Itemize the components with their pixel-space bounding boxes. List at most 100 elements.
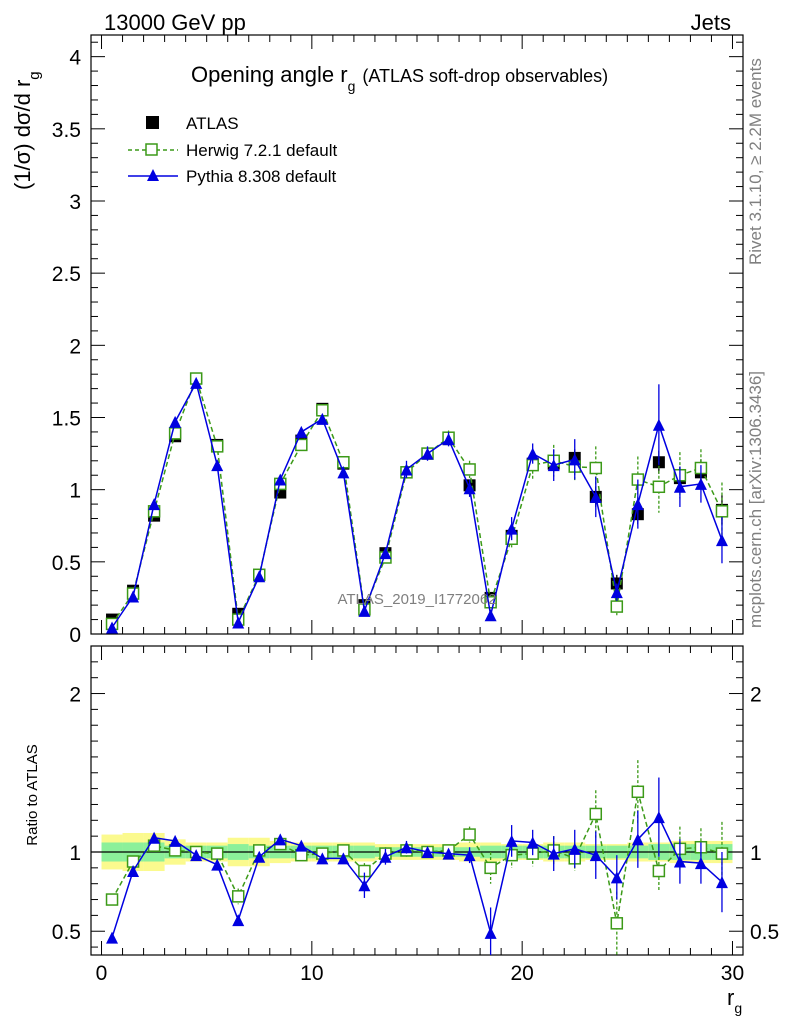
- pythia-point: [400, 463, 413, 476]
- legend-atlas-marker: [146, 116, 159, 129]
- pythia-point: [526, 447, 539, 460]
- herwig-point: [589, 461, 603, 475]
- ratio-herwig-point: [210, 847, 224, 860]
- ratio-pythia-point: [148, 831, 161, 844]
- ratio-pythia-point: [442, 847, 455, 860]
- main-ytick-label: 2: [69, 335, 81, 358]
- pythia-point: [442, 433, 455, 446]
- ratio-ytick-label-right: 0.5: [750, 921, 779, 944]
- ratio-ytick-label-right: 1: [750, 842, 762, 865]
- pythia-line: [111, 380, 723, 628]
- main-ytick-label: 3: [69, 191, 81, 214]
- ratio-panel: 0.5 0.51 12 20 10 20 30: [52, 645, 779, 985]
- plot-title: Opening angle rg (ATLAS soft-drop observa…: [191, 62, 608, 94]
- ratio-herwig-point: [652, 864, 666, 878]
- legend-atlas-label: ATLAS: [186, 114, 239, 133]
- main-ytick-label: 4: [69, 47, 81, 70]
- ratio-ytick-label-right: 2: [750, 684, 762, 707]
- ratio-pythia-point: [631, 833, 644, 846]
- pythia-point: [463, 482, 476, 495]
- pythia-point: [505, 522, 518, 535]
- ratio-pythia-point: [673, 855, 686, 868]
- header-energy: 13000 GeV pp: [104, 10, 246, 35]
- herwig-point: [610, 600, 624, 613]
- ratio-herwig-point: [484, 861, 497, 875]
- ratio-pythia-line: [111, 815, 723, 938]
- pythia-point: [631, 498, 644, 511]
- ratio-pythia-point: [316, 852, 329, 865]
- ratio-pythia-point: [526, 836, 539, 849]
- legend-pythia-label: Pythia 8.308 default: [186, 167, 337, 186]
- pythia-point: [421, 447, 434, 460]
- main-ytick-label: 1.5: [52, 407, 81, 430]
- x-axis-label-subscript: g: [734, 1000, 742, 1016]
- pythia-point: [295, 425, 308, 438]
- ratio-pythia-point: [589, 849, 602, 862]
- ratio-herwig-point: [631, 785, 645, 799]
- main-y-axis-label: (1/σ) dσ/d rg: [10, 71, 43, 190]
- pythia-point: [169, 415, 182, 428]
- x-tick-label: 0: [96, 962, 108, 985]
- x-tick-label: 10: [300, 962, 323, 985]
- main-y-axis-label-text: (1/σ) dσ/d r: [10, 80, 35, 190]
- main-panel: 0 0.5 1 1.5 2 2.5 3 3.5 4: [52, 34, 744, 647]
- pythia-point: [547, 459, 560, 472]
- ratio-pythia-point: [694, 857, 707, 870]
- plot-title-suffix: (ATLAS soft-drop observables): [362, 66, 608, 86]
- pythia-point: [652, 418, 665, 431]
- ratio-pythia-point: [400, 841, 413, 854]
- header-process: Jets: [691, 10, 731, 35]
- ratio-pythia-point: [169, 834, 182, 847]
- ratio-herwig-point: [610, 917, 624, 930]
- herwig-point: [168, 427, 182, 440]
- mcplots-reference-label: mcplots.cern.ch [arXiv:1306.3436]: [746, 371, 765, 628]
- ratio-pythia-point: [421, 846, 434, 858]
- ratio-pythia-point: [211, 858, 224, 871]
- analysis-watermark: ATLAS_2019_I1772062: [337, 591, 496, 608]
- ratio-pythia-point: [547, 847, 560, 860]
- pythia-point: [337, 466, 350, 479]
- legend-pythia-marker: [147, 169, 159, 181]
- pythia-point: [211, 459, 224, 472]
- pythia-point: [715, 534, 728, 547]
- ratio-ytick-label-left: 1: [69, 842, 81, 865]
- pythia-point: [274, 473, 287, 486]
- legend-herwig-marker: [145, 143, 158, 156]
- ratio-pythia-point: [358, 879, 371, 892]
- plot-title-main: Opening angle r: [191, 62, 348, 87]
- x-axis-label: rg: [727, 985, 742, 1016]
- ratio-pythia-point: [127, 865, 140, 878]
- ratio-pythia-point: [337, 852, 350, 865]
- ratio-pythia-point: [652, 811, 665, 824]
- x-tick-label: 30: [721, 962, 744, 985]
- ratio-pythia-point: [274, 833, 287, 846]
- ratio-pythia-point: [106, 931, 119, 944]
- ratio-pythia-point: [610, 871, 623, 884]
- pythia-point: [106, 621, 119, 634]
- ratio-pythia-point: [715, 876, 728, 889]
- ratio-pythia-point: [379, 850, 392, 863]
- pythia-point: [589, 490, 602, 503]
- main-y-axis-label-subscript: g: [26, 71, 43, 79]
- x-axis-label-text: r: [727, 985, 734, 1010]
- legend: ATLAS Herwig 7.2.1 default Pythia 8.308 …: [128, 114, 337, 186]
- pythia-point: [694, 477, 707, 490]
- pythia-point: [148, 498, 161, 511]
- ratio-pythia-point: [505, 834, 518, 847]
- ratio-herwig-point: [589, 807, 603, 821]
- ratio-herwig-point: [105, 893, 119, 906]
- main-ytick-label: 0: [69, 624, 81, 647]
- main-ytick-label: 3.5: [52, 119, 81, 142]
- pythia-point: [484, 609, 497, 622]
- pythia-point: [253, 570, 266, 583]
- herwig-point: [463, 463, 476, 476]
- plot-title-subscript: g: [348, 78, 356, 94]
- ratio-pythia-point: [463, 849, 476, 862]
- pythia-point: [127, 590, 140, 603]
- main-ytick-label: 0.5: [52, 552, 81, 575]
- herwig-point: [484, 595, 497, 609]
- ratio-pythia-point: [253, 850, 266, 863]
- legend-herwig-label: Herwig 7.2.1 default: [186, 141, 337, 160]
- herwig-line: [111, 376, 723, 625]
